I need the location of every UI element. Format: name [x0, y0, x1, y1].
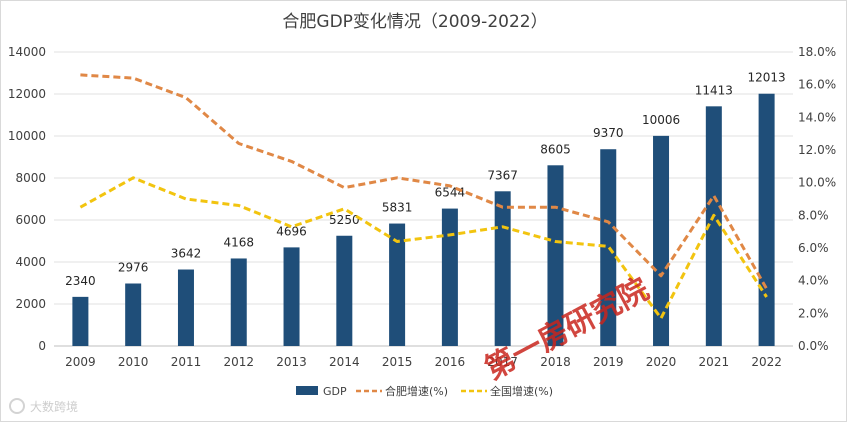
gdp-data-label: 4696: [276, 224, 307, 238]
growth-lines: [79, 73, 768, 320]
left-axis-ticks: 0 2000 4000 6000 8000 10000 12000 14000: [8, 45, 46, 353]
left-tick-label: 2000: [15, 297, 46, 311]
right-axis-ticks: 0.0% 2.0% 4.0% 6.0% 8.0% 10.0% 12.0% 14.0% 16.0%…: [798, 45, 836, 353]
gdp-bar: [283, 247, 300, 346]
gridlines: [54, 51, 793, 347]
gdp-bar: [441, 208, 458, 346]
gdp-data-label: 12013: [748, 71, 786, 85]
x-tick-label: 2020: [646, 355, 677, 369]
gdp-data-label: 3642: [171, 247, 202, 261]
gdp-bar: [72, 296, 89, 346]
chart-title: 合肥GDP变化情况（2009-2022）: [282, 12, 547, 32]
right-tick-label: 2.0%: [798, 306, 829, 320]
right-tick-label: 14.0%: [798, 110, 836, 124]
right-tick-label: 10.0%: [798, 176, 836, 190]
gdp-bar: [705, 106, 722, 347]
x-axis-ticks: 2009 2010 2011 2012 2013 2014 2015 2016 2017 2018…: [65, 355, 782, 369]
watermark-logo-icon: [9, 398, 25, 414]
gdp-data-labels: 2340 2976 3642 4168 4696 5250 5831 6544 7367 8605…: [65, 71, 786, 288]
x-tick-label: 2019: [593, 355, 624, 369]
right-tick-label: 4.0%: [798, 274, 829, 288]
gdp-bar: [125, 283, 142, 346]
watermark: 大数跨境: [9, 398, 78, 414]
legend-label-national: 全国增速(%): [490, 384, 553, 398]
gdp-data-label: 2340: [65, 274, 96, 288]
legend-label-gdp: GDP: [323, 385, 347, 398]
x-tick-label: 2022: [751, 355, 782, 369]
hefei-growth-line: [80, 73, 768, 290]
gdp-bar: [494, 191, 511, 346]
left-tick-label: 12000: [8, 87, 46, 101]
left-tick-label: 8000: [15, 171, 46, 185]
x-tick-label: 2009: [65, 355, 96, 369]
left-tick-label: 10000: [8, 129, 46, 143]
right-tick-label: 16.0%: [798, 78, 836, 92]
gdp-data-label: 7367: [487, 168, 518, 182]
gdp-data-label: 11413: [695, 83, 733, 97]
left-tick-label: 0: [38, 339, 46, 353]
gdp-bar: [336, 235, 353, 346]
x-tick-label: 2011: [171, 355, 202, 369]
x-tick-label: 2017: [487, 355, 518, 369]
x-tick-label: 2013: [276, 355, 307, 369]
left-tick-label: 6000: [15, 213, 46, 227]
x-tick-label: 2015: [382, 355, 413, 369]
gdp-data-label: 9370: [593, 126, 624, 140]
gdp-data-label: 5250: [329, 213, 360, 227]
x-tick-label: 2021: [699, 355, 730, 369]
x-tick-label: 2010: [118, 355, 149, 369]
gdp-bar: [230, 258, 247, 346]
x-tick-label: 2016: [435, 355, 466, 369]
gdp-data-label: 4168: [223, 235, 254, 249]
gdp-bar: [600, 149, 617, 346]
right-tick-label: 8.0%: [798, 208, 829, 222]
right-tick-label: 18.0%: [798, 45, 836, 59]
right-tick-label: 6.0%: [798, 241, 829, 255]
gdp-data-label: 6544: [435, 186, 466, 200]
x-tick-label: 2014: [329, 355, 360, 369]
right-tick-label: 12.0%: [798, 143, 836, 157]
watermark-text: 大数跨境: [30, 399, 78, 414]
x-tick-label: 2012: [223, 355, 254, 369]
gdp-bar: [653, 135, 670, 346]
legend: GDP 合肥增速(%) 全国增速(%): [296, 384, 553, 398]
legend-label-hefei: 合肥增速(%): [385, 384, 448, 398]
legend-swatch-gdp: [296, 386, 318, 395]
gdp-data-label: 5831: [382, 201, 413, 215]
gdp-bar: [177, 269, 194, 346]
gdp-data-label: 8605: [540, 142, 571, 156]
gdp-bars: [72, 93, 775, 347]
gdp-bar: [758, 93, 775, 347]
left-tick-label: 14000: [8, 45, 46, 59]
gdp-data-label: 2976: [118, 261, 149, 275]
national-growth-line: [79, 176, 768, 320]
right-tick-label: 0.0%: [798, 339, 829, 353]
x-tick-label: 2018: [540, 355, 571, 369]
left-tick-label: 4000: [15, 255, 46, 269]
gdp-bar: [547, 165, 564, 346]
gdp-data-label: 10006: [642, 113, 680, 127]
gdp-bar: [389, 223, 406, 346]
